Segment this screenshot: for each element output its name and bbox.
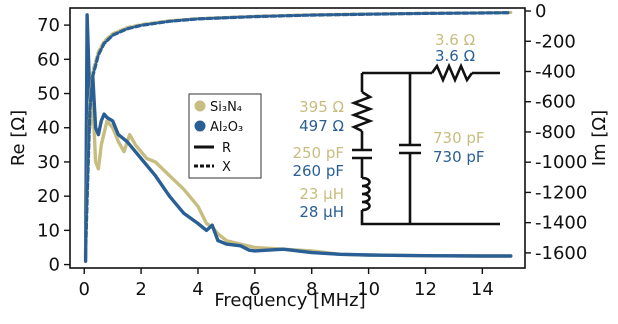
y-left-tick-label: 50	[37, 84, 60, 105]
legend-label-r: R	[222, 141, 231, 156]
y-right-tick-label: -400	[535, 61, 576, 82]
l-branch-si3n4: 23 μH	[299, 185, 344, 203]
x-tick-label: 6	[249, 279, 260, 300]
series-group	[83, 10, 513, 263]
r-series-si3n4: 3.6 Ω	[435, 31, 475, 49]
legend-marker-si3n4	[194, 100, 206, 112]
y-right-tick-label: -600	[535, 92, 576, 113]
series-r-al2o3-line	[83, 13, 513, 263]
legend-marker-al2o3	[194, 120, 206, 132]
c-parallel-si3n4: 730 pF	[433, 129, 485, 147]
legend-label-x: X	[222, 160, 231, 175]
y-left-tick-label: 40	[37, 118, 60, 139]
capacitor-branch-symbol	[352, 148, 372, 160]
resistor-series-symbol	[430, 62, 474, 84]
resistor-branch-symbol	[350, 90, 374, 133]
circuit-schematic	[350, 62, 500, 226]
capacitor-parallel-symbol	[399, 143, 421, 155]
x-tick-label: 4	[192, 279, 203, 300]
y-axis-left-label: Re [Ω]	[8, 110, 29, 166]
y-left-tick-label: 0	[49, 255, 60, 276]
x-tick-label: 10	[357, 279, 380, 300]
y-left-tick-label: 70	[37, 15, 60, 36]
x-tick-label: 2	[135, 279, 146, 300]
y-right-tick-label: -1200	[535, 182, 587, 203]
r-series-al2o3: 3.6 Ω	[435, 47, 475, 65]
y-left-tick-label: 30	[37, 152, 60, 173]
legend-label-si3n4: Si₃N₄	[210, 100, 242, 115]
r-branch-al2o3: 497 Ω	[299, 117, 344, 135]
c-parallel-al2o3: 730 pF	[433, 148, 485, 166]
y-right-tick-label: -800	[535, 122, 576, 143]
y-right-tick-label: -1000	[535, 152, 587, 173]
y-right-tick-label: 0	[535, 1, 546, 22]
y-left-tick-label: 60	[37, 49, 60, 70]
r-branch-si3n4: 395 Ω	[299, 98, 344, 116]
y-axis-right-label: Im [Ω]	[589, 110, 610, 166]
series-x-al2o3-line	[84, 11, 513, 255]
x-tick-label: 0	[78, 279, 89, 300]
inductor-symbol	[361, 176, 371, 212]
x-tick-label: 14	[471, 279, 494, 300]
plot-frame	[69, 7, 526, 269]
y-left-tick-label: 10	[37, 220, 60, 241]
y-right-tick-label: -200	[535, 31, 576, 52]
y-right-tick-label: -1400	[535, 213, 587, 234]
legend-label-al2o3: Al₂O₃	[210, 120, 243, 135]
legend: Si₃N₄ Al₂O₃ R X	[188, 93, 262, 179]
c-branch-si3n4: 250 pF	[292, 144, 344, 162]
y-left-tick-label: 20	[37, 186, 60, 207]
x-tick-label: 8	[306, 279, 317, 300]
c-branch-al2o3: 260 pF	[292, 162, 344, 180]
x-tick-label: 12	[414, 279, 437, 300]
x-axis-label: Frequency [MHz]	[214, 290, 365, 311]
l-branch-al2o3: 28 μH	[299, 203, 344, 221]
y-right-tick-label: -1600	[535, 243, 587, 264]
